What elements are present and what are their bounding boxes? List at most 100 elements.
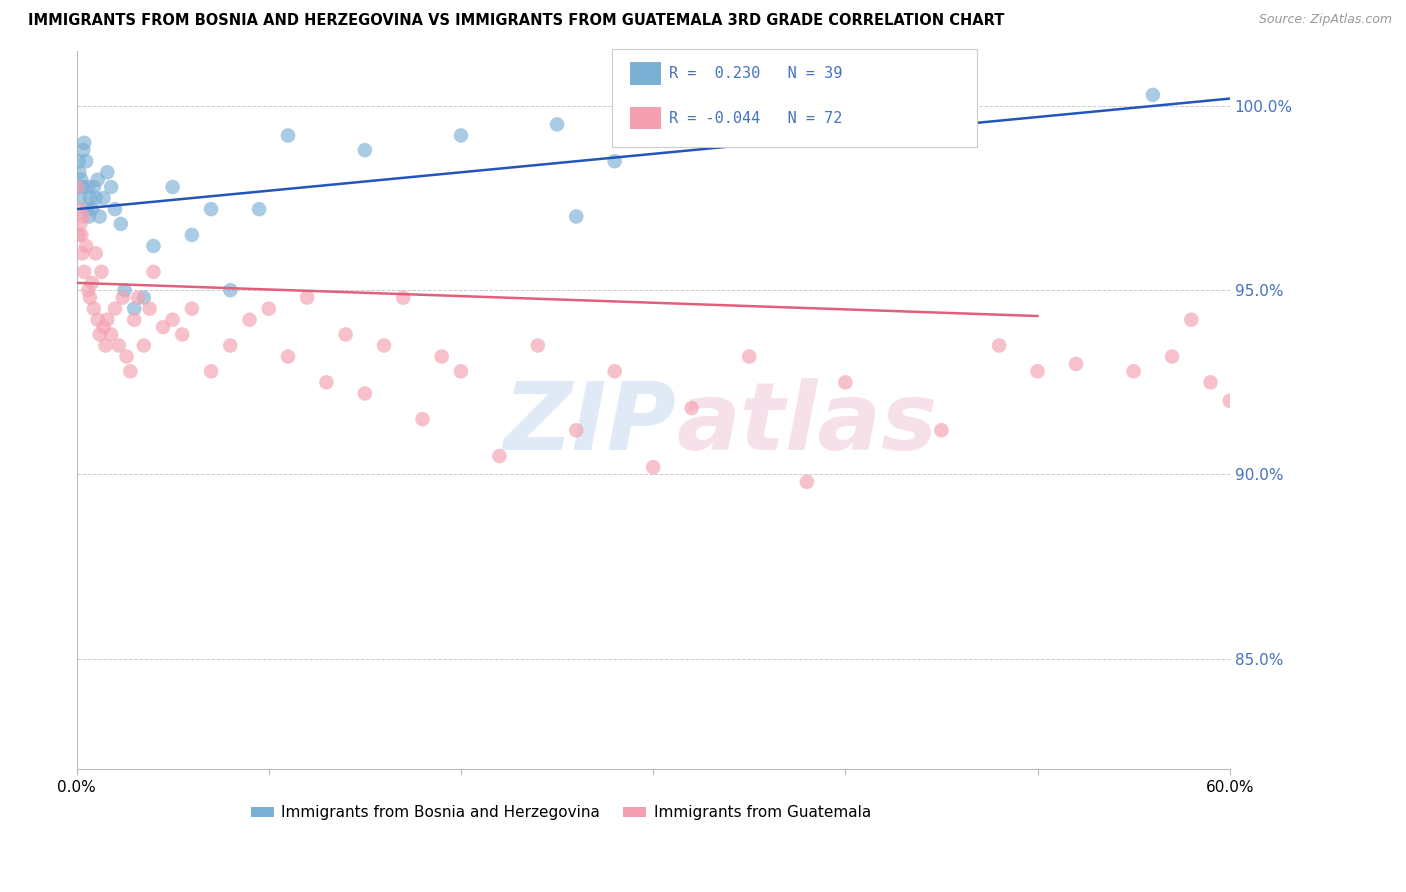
Point (96, 165, 118, 179)
Point (122, 312, 145, 326)
Point (66, 180, 89, 194)
Point (75, 154, 97, 169)
Point (93, 191, 115, 205)
Point (72, 246, 94, 260)
Point (79, 291, 101, 305)
Point (67, 154, 90, 169)
Point (488, 449, 510, 463)
Point (127, 291, 149, 305)
Point (77, 283, 100, 297)
Point (796, 475, 818, 489)
Text: atlas: atlas (676, 378, 938, 470)
Legend: Immigrants from Bosnia and Herzegovina, Immigrants from Guatemala: Immigrants from Bosnia and Herzegovina, … (245, 799, 877, 826)
Point (104, 301, 127, 316)
Point (72, 210, 94, 224)
Point (75, 239, 97, 253)
Point (1315, 706, 1337, 721)
Point (1219, 393, 1241, 408)
Point (392, 291, 415, 305)
Point (200, 202, 222, 216)
Point (373, 338, 395, 352)
Point (93, 320, 115, 334)
Point (94, 338, 117, 352)
Point (450, 364, 472, 378)
Point (80, 276, 103, 290)
Point (1372, 320, 1395, 334)
Point (114, 283, 136, 297)
Point (132, 291, 155, 305)
Point (80, 202, 103, 216)
Point (277, 128, 299, 143)
Text: Source: ZipAtlas.com: Source: ZipAtlas.com (1258, 13, 1392, 27)
Point (247, 202, 270, 216)
Point (546, 117, 568, 131)
Point (681, 401, 703, 416)
Point (72, 143, 94, 157)
Point (83, 301, 105, 316)
Point (84, 246, 107, 260)
Point (132, 338, 155, 352)
Point (66, 180, 89, 194)
Text: ZIP: ZIP (503, 378, 676, 470)
Point (70, 172, 93, 186)
Point (988, 338, 1011, 352)
Point (565, 423, 588, 437)
Point (76, 202, 98, 216)
Point (1237, 523, 1260, 537)
Point (1142, 87, 1164, 102)
Point (834, 376, 856, 390)
Point (142, 265, 165, 279)
Point (86, 172, 108, 186)
Point (527, 338, 550, 352)
Point (77, 180, 100, 194)
Point (69, 217, 91, 231)
Point (643, 460, 665, 475)
Point (89, 327, 111, 342)
Point (73, 136, 96, 150)
Point (450, 128, 472, 143)
Point (162, 312, 184, 326)
Point (1122, 364, 1144, 378)
Point (96, 312, 118, 326)
Point (603, 154, 626, 169)
Point (1161, 350, 1184, 364)
Point (931, 423, 953, 437)
Point (1180, 312, 1202, 326)
Point (1257, 670, 1279, 684)
Point (277, 350, 299, 364)
Point (180, 301, 202, 316)
Point (238, 312, 260, 326)
Point (1026, 364, 1049, 378)
Point (89, 210, 111, 224)
Point (257, 301, 280, 316)
Point (1277, 541, 1299, 556)
Point (200, 364, 222, 378)
Point (295, 291, 318, 305)
Text: IMMIGRANTS FROM BOSNIA AND HERZEGOVINA VS IMMIGRANTS FROM GUATEMALA 3RD GRADE CO: IMMIGRANTS FROM BOSNIA AND HERZEGOVINA V… (28, 13, 1004, 29)
Point (100, 180, 122, 194)
Point (412, 412, 434, 426)
Point (162, 180, 184, 194)
Point (69, 191, 91, 205)
Point (100, 327, 122, 342)
Point (104, 202, 127, 216)
Point (86, 312, 108, 326)
Point (180, 227, 202, 242)
Point (115, 350, 138, 364)
Text: R =  0.230   N = 39: R = 0.230 N = 39 (669, 66, 842, 81)
Point (430, 350, 453, 364)
Point (108, 338, 131, 352)
Point (1199, 376, 1222, 390)
Point (353, 386, 375, 401)
Point (335, 327, 357, 342)
Point (67, 202, 90, 216)
Point (79, 191, 101, 205)
Point (111, 291, 134, 305)
Point (138, 301, 160, 316)
Point (152, 320, 174, 334)
Point (67, 227, 90, 242)
Point (219, 283, 242, 297)
Point (1064, 357, 1087, 371)
Point (72, 180, 94, 194)
Point (77, 210, 100, 224)
